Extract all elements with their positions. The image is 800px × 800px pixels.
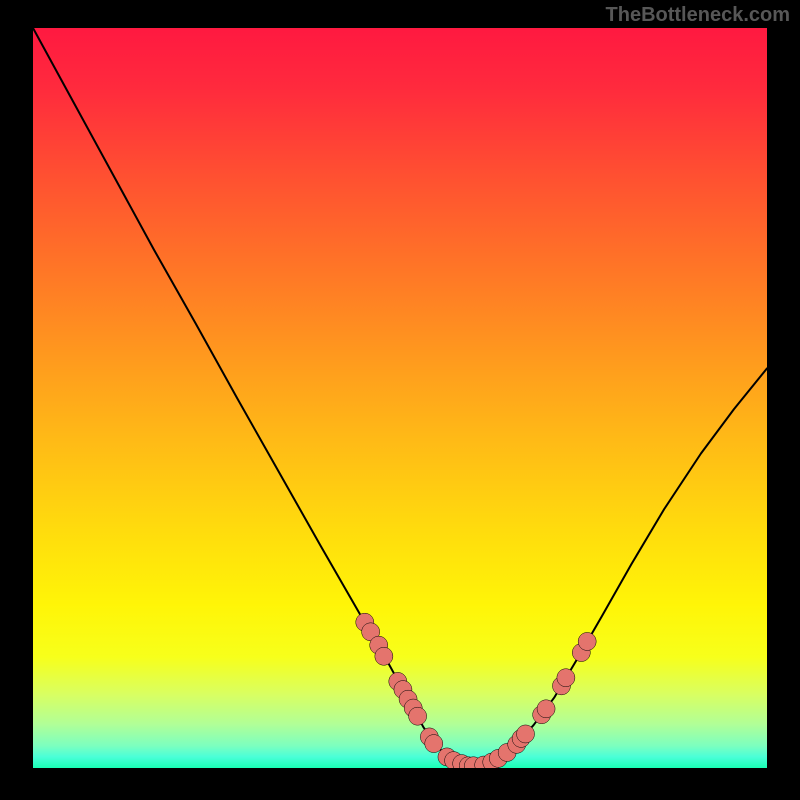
scatter-point — [537, 700, 555, 718]
figure-container: { "watermark": { "text": "TheBottleneck.… — [0, 0, 800, 800]
plot-background — [33, 28, 767, 768]
watermark-text: TheBottleneck.com — [606, 4, 790, 27]
scatter-point — [409, 707, 427, 725]
scatter-point — [425, 735, 443, 753]
scatter-point — [557, 669, 575, 687]
scatter-point — [375, 647, 393, 665]
plot-area — [33, 28, 767, 768]
scatter-point — [578, 632, 596, 650]
scatter-point — [517, 725, 535, 743]
chart-svg — [33, 28, 767, 768]
